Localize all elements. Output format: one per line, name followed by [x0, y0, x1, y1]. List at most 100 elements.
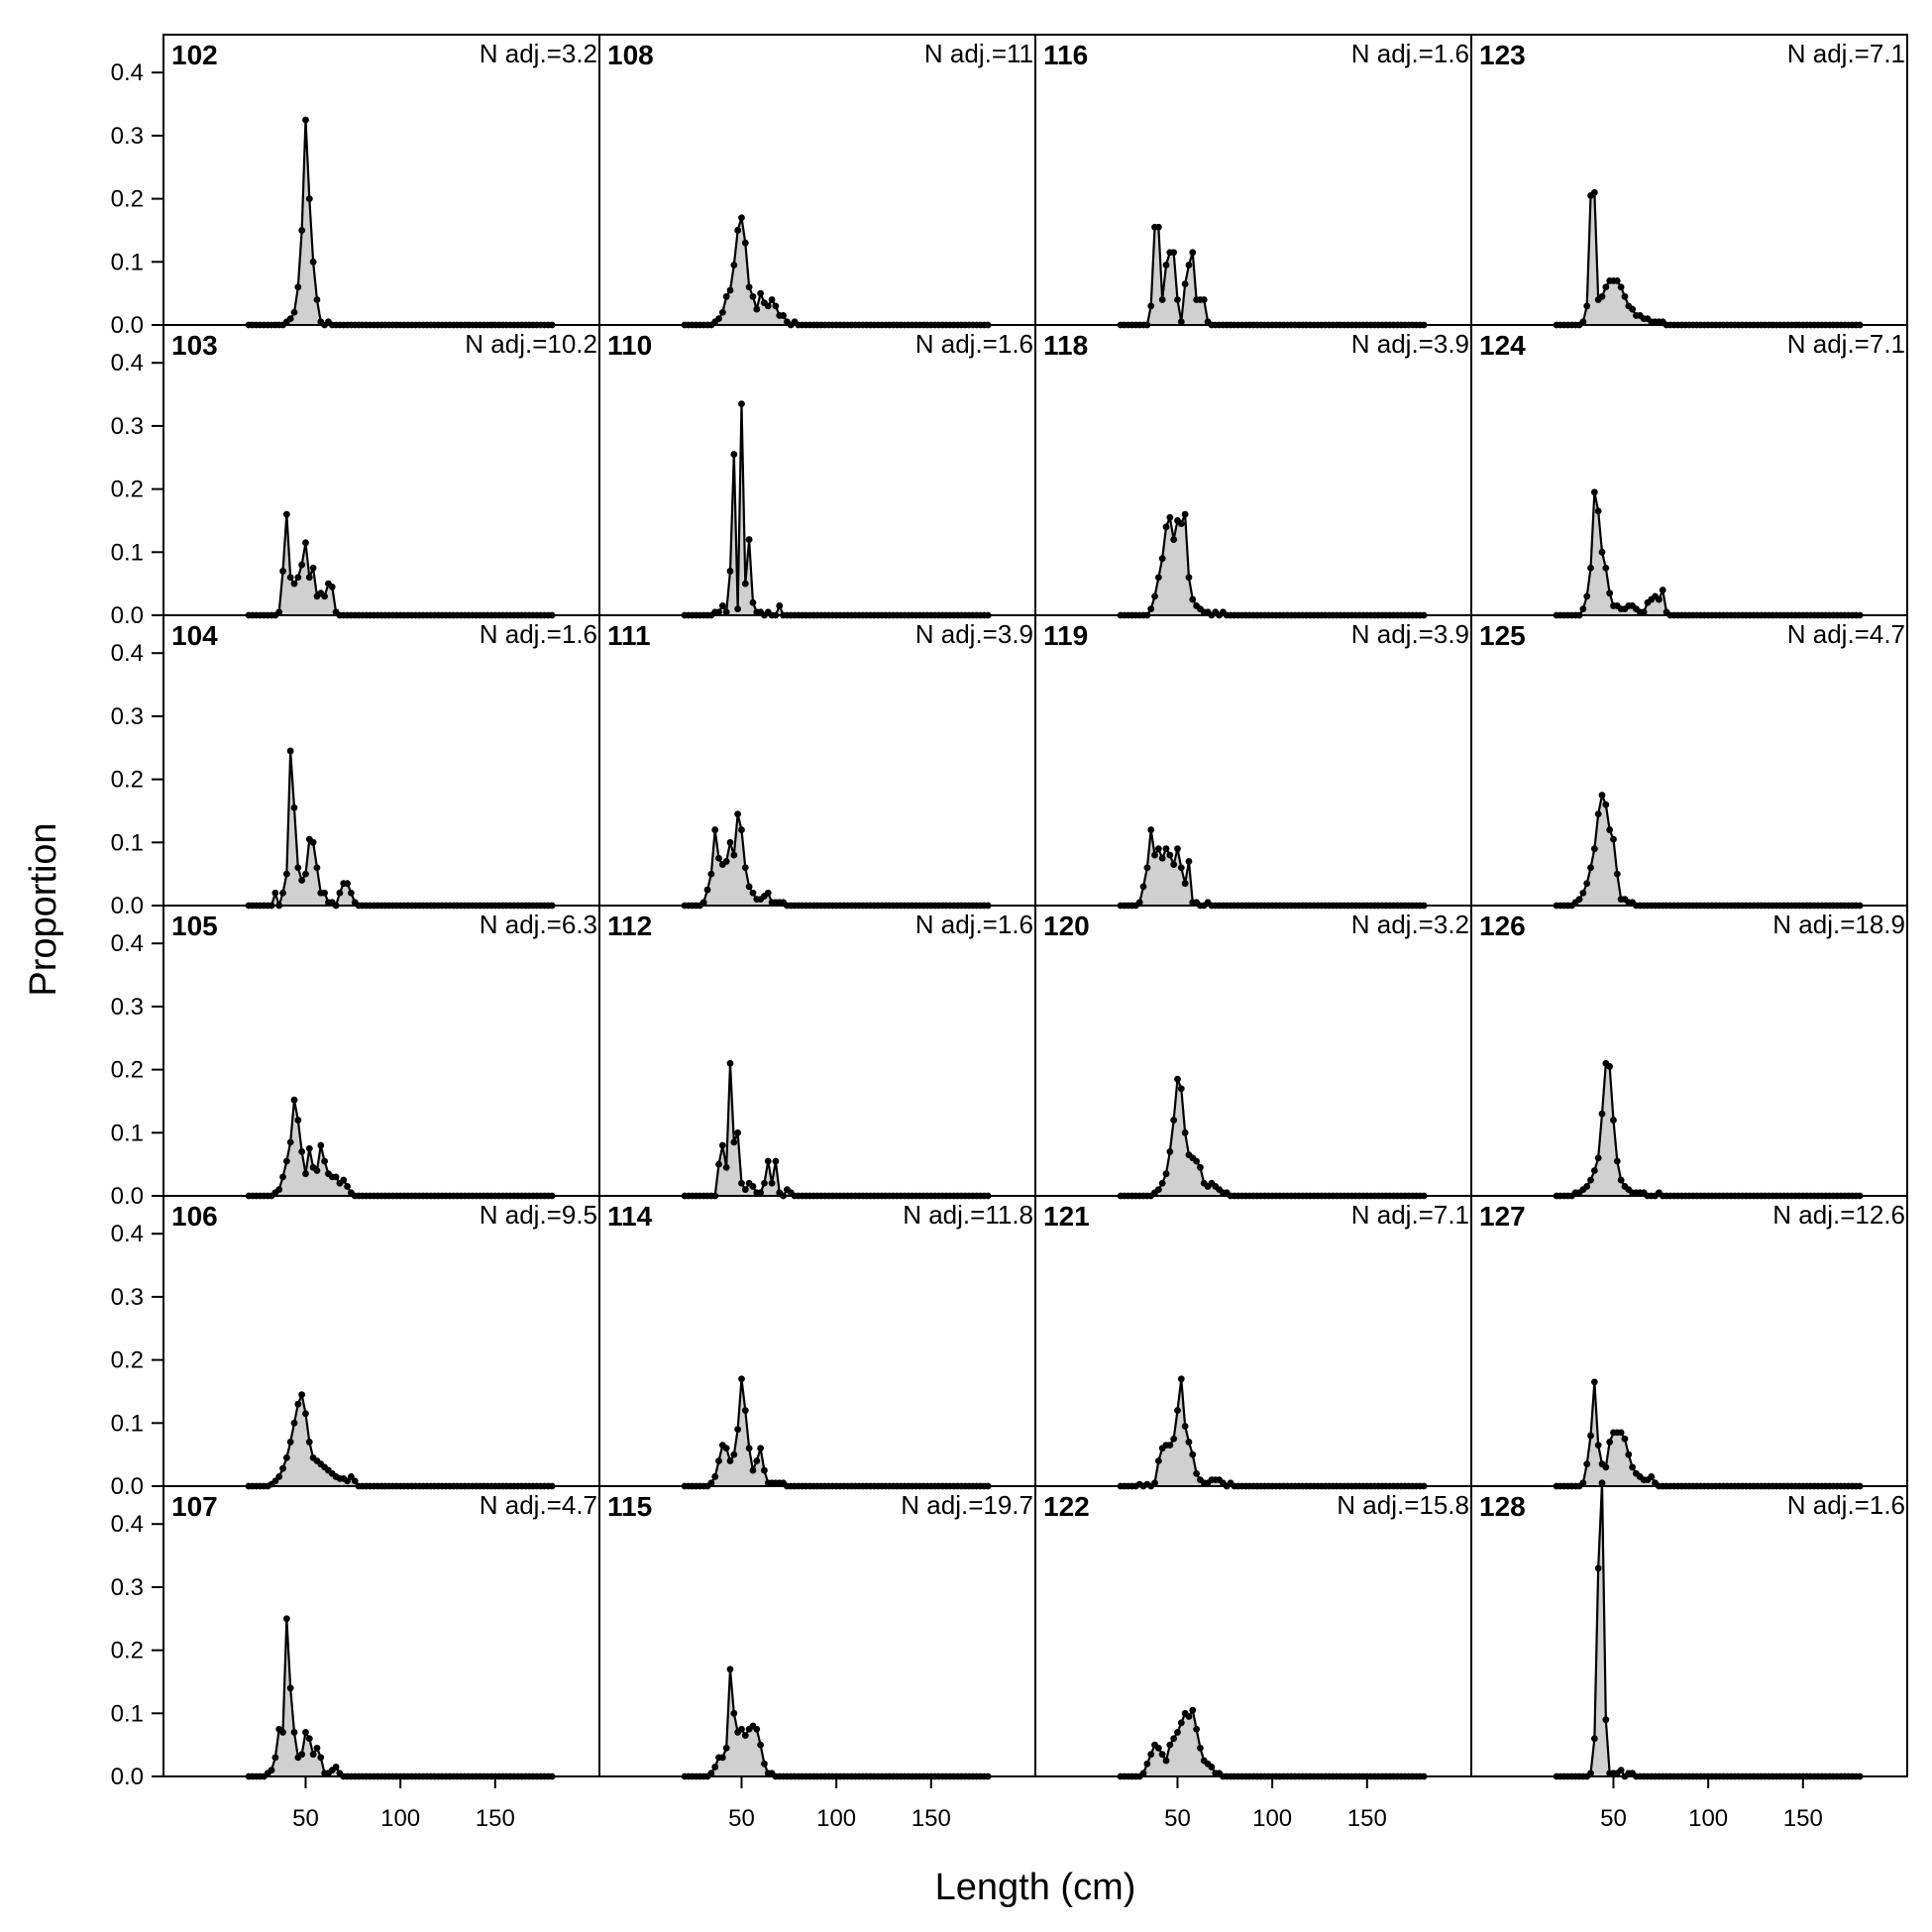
data-point: [1162, 523, 1170, 531]
data-point: [730, 262, 738, 268]
data-point: [718, 1141, 726, 1149]
panel-frame: [598, 614, 1036, 907]
data-point: [715, 315, 722, 323]
data-point: [1659, 587, 1666, 593]
distribution-area: [249, 1394, 553, 1486]
panel-108: 108 N adj.=11: [598, 34, 1036, 329]
data-point: [764, 1157, 772, 1165]
data-point: [344, 1183, 351, 1190]
data-point: [1590, 1167, 1598, 1174]
data-point: [286, 1138, 294, 1146]
data-point: [753, 305, 761, 313]
distribution-area: [249, 1618, 553, 1776]
data-point: [1613, 870, 1621, 878]
panel-frame: [1470, 905, 1908, 1197]
y-tick-label: 0.0: [111, 1183, 144, 1210]
distribution-area: [685, 403, 989, 615]
data-point: [1189, 1450, 1197, 1458]
data-point: [286, 315, 294, 323]
data-point: [741, 1407, 749, 1414]
data-point: [726, 1059, 734, 1067]
data-point: [282, 1453, 290, 1461]
panel-id: 121: [1043, 1201, 1090, 1232]
panel-frame: [1034, 324, 1472, 616]
data-point: [715, 608, 722, 616]
data-point: [1193, 1469, 1201, 1477]
panel-110: 110 N adj.=1.6: [598, 324, 1036, 619]
data-point: [1162, 845, 1170, 853]
data-point: [711, 826, 719, 833]
data-point: [768, 296, 776, 303]
data-point: [290, 1419, 298, 1427]
data-point: [726, 568, 734, 575]
data-point: [1162, 1170, 1170, 1178]
panel-n-adj: N adj.=11: [924, 39, 1033, 68]
x-tick-label: 50: [1600, 1805, 1627, 1832]
y-tick-label: 0.2: [111, 477, 144, 503]
data-point: [305, 1144, 313, 1152]
y-tick-label: 0.4: [111, 930, 144, 957]
data-point: [340, 1176, 348, 1184]
data-point: [286, 574, 294, 582]
data-point: [1185, 262, 1193, 268]
data-point: [741, 1732, 749, 1739]
data-point: [1166, 1442, 1174, 1449]
panel-115: 115 N adj.=19.7: [598, 1485, 1036, 1780]
distribution-area: [1121, 227, 1425, 325]
data-point: [745, 536, 753, 543]
data-point: [1579, 318, 1587, 326]
data-point: [1590, 488, 1598, 496]
panel-123: 123 N adj.=7.1: [1470, 34, 1908, 329]
data-point: [1617, 1429, 1625, 1437]
panel-frame: [598, 34, 1036, 326]
panel-frame: [598, 905, 1036, 1197]
data-point: [1174, 845, 1181, 853]
x-tick-label: 50: [292, 1805, 319, 1832]
y-tick-label: 0.0: [111, 1764, 144, 1790]
panel-114: 114 N adj.=11.8: [598, 1195, 1036, 1490]
y-tick-label: 0.3: [111, 994, 144, 1020]
data-point: [741, 1186, 749, 1194]
data-point: [275, 608, 283, 616]
data-point: [711, 1764, 719, 1771]
data-point: [734, 605, 742, 613]
data-point: [768, 1179, 776, 1187]
data-point: [1181, 880, 1189, 888]
data-point: [1590, 188, 1598, 196]
distribution-area: [685, 217, 989, 325]
data-point: [309, 838, 317, 846]
panel-id: 125: [1479, 620, 1526, 651]
data-point: [1177, 520, 1185, 528]
distribution-area: [1121, 1710, 1425, 1776]
data-point: [718, 1754, 726, 1762]
data-point: [317, 1141, 325, 1149]
distribution-area: [1556, 1381, 1861, 1486]
panel-frame: [598, 1485, 1036, 1777]
panel-119: 119 N adj.=3.9: [1034, 614, 1472, 910]
data-point: [271, 889, 279, 897]
panel-104: 104 N adj.=1.6: [162, 614, 600, 910]
panel-frame: [598, 1195, 1036, 1487]
data-point: [290, 308, 298, 316]
data-point: [321, 592, 329, 600]
data-point: [302, 1170, 309, 1178]
data-point: [271, 1477, 279, 1485]
y-tick-label: 0.3: [111, 413, 144, 440]
x-tick-label: 150: [912, 1805, 951, 1832]
panel-n-adj: N adj.=1.6: [915, 910, 1033, 939]
panel-id: 107: [171, 1491, 218, 1522]
x-tick-label: 50: [728, 1805, 755, 1832]
data-point: [1598, 1110, 1606, 1118]
y-tick-label: 0.2: [111, 1057, 144, 1084]
data-point: [1594, 1564, 1602, 1572]
data-point: [722, 608, 730, 616]
data-point: [298, 877, 306, 884]
data-point: [1598, 292, 1606, 300]
panel-frame: [1034, 34, 1472, 326]
y-tick-label: 0.1: [111, 1410, 144, 1437]
data-point: [286, 1439, 294, 1446]
panel-n-adj: N adj.=19.7: [901, 1490, 1033, 1520]
data-point: [761, 1760, 768, 1768]
data-point: [302, 1410, 309, 1418]
data-point: [1151, 1479, 1158, 1487]
